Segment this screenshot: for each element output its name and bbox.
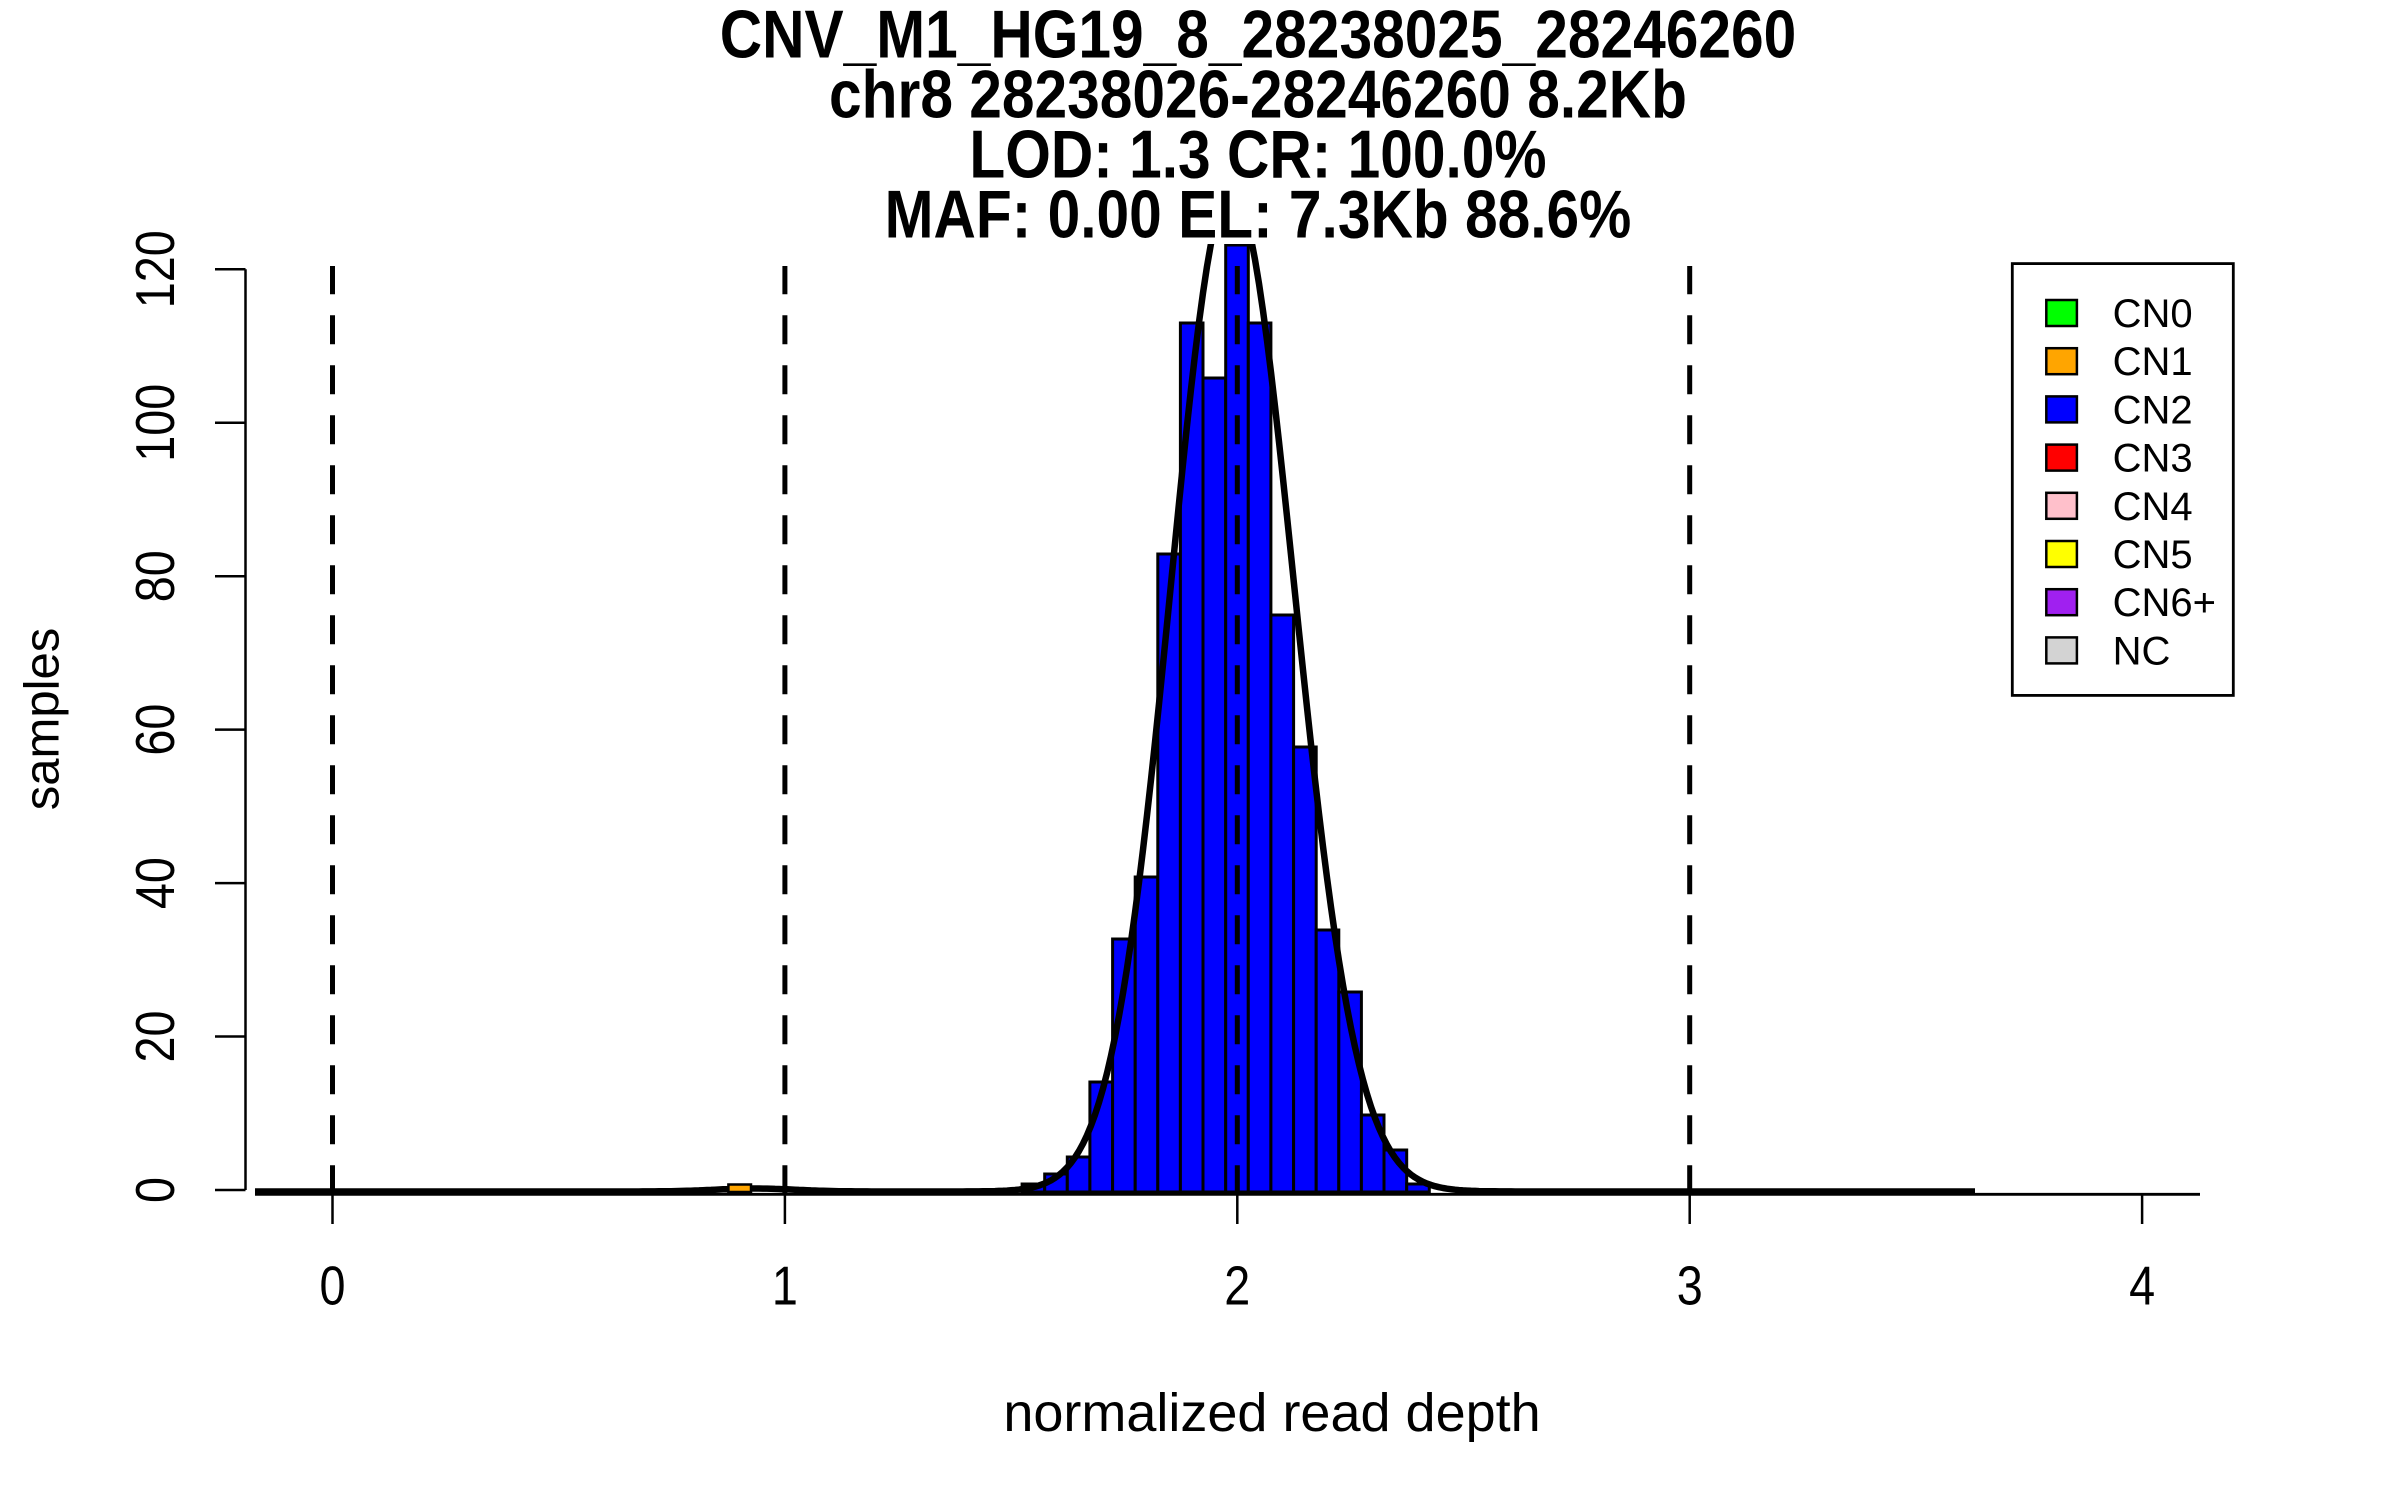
svg-text:0: 0 xyxy=(319,1255,345,1316)
svg-text:CN4: CN4 xyxy=(2113,485,2193,529)
svg-text:CN5: CN5 xyxy=(2113,533,2193,577)
svg-text:NC: NC xyxy=(2113,629,2171,673)
svg-text:1: 1 xyxy=(772,1255,798,1316)
svg-text:3: 3 xyxy=(1677,1255,1703,1316)
svg-text:CN1: CN1 xyxy=(2113,340,2193,384)
svg-text:20: 20 xyxy=(124,1011,185,1063)
svg-text:chr8 28238026-28246260 8.2Kb: chr8 28238026-28246260 8.2Kb xyxy=(829,57,1687,132)
svg-text:CNV_M1_HG19_8_28238025_2824626: CNV_M1_HG19_8_28238025_28246260 xyxy=(720,0,1797,72)
svg-text:normalized read depth: normalized read depth xyxy=(1003,1383,1540,1443)
svg-text:80: 80 xyxy=(124,550,185,602)
svg-text:CN6+: CN6+ xyxy=(2113,581,2216,625)
svg-text:CN2: CN2 xyxy=(2113,388,2193,432)
svg-text:LOD: 1.3 CR: 100.0%: LOD: 1.3 CR: 100.0% xyxy=(969,117,1546,192)
svg-text:2: 2 xyxy=(1224,1255,1250,1316)
svg-text:4: 4 xyxy=(2129,1255,2155,1316)
svg-text:MAF: 0.00 EL: 7.3Kb 88.6%: MAF: 0.00 EL: 7.3Kb 88.6% xyxy=(885,178,1632,253)
svg-text:0: 0 xyxy=(124,1177,185,1203)
svg-text:samples: samples xyxy=(16,628,70,810)
svg-text:CN3: CN3 xyxy=(2113,437,2193,481)
svg-text:CN0: CN0 xyxy=(2113,292,2193,336)
svg-text:120: 120 xyxy=(124,230,185,308)
svg-text:40: 40 xyxy=(124,857,185,909)
svg-text:100: 100 xyxy=(124,384,185,462)
svg-text:60: 60 xyxy=(124,704,185,756)
